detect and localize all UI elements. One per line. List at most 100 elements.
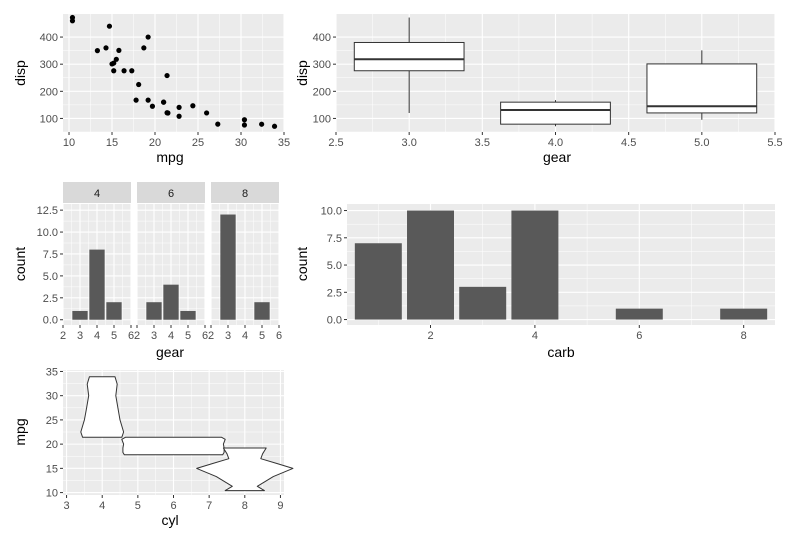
facet-x-tick-label: 6 xyxy=(202,330,208,342)
carb-bar xyxy=(459,286,507,320)
scatter-point xyxy=(109,61,115,67)
violin-x-tick-label: 9 xyxy=(277,500,283,512)
carb-x-tick-label: 8 xyxy=(741,330,747,342)
scatter-point xyxy=(190,103,196,109)
scatter-x-tick-label: 25 xyxy=(192,137,204,149)
scatter-gridlines xyxy=(63,14,285,133)
boxplot-x-tick-label: 4.5 xyxy=(621,137,636,149)
scatter-y-tick-label: 100 xyxy=(40,113,58,125)
scatter-point xyxy=(215,121,221,127)
scatter-x-tick-label: 20 xyxy=(149,137,161,149)
scatter-x-tick-label: 30 xyxy=(235,137,247,149)
carb-bar xyxy=(354,243,402,320)
carb-y-axis-label: count xyxy=(294,247,310,281)
carb-x-tick-label: 6 xyxy=(636,330,642,342)
carb-bars xyxy=(354,210,768,320)
violin-x-tick-label: 3 xyxy=(64,500,70,512)
violin-y-tick-label: 15 xyxy=(46,463,58,475)
violin-panel: 3 4 5 6 7 8 9 10 15 20 25 30 35 cyl mpg xyxy=(12,366,294,528)
facet-x-tick-label: 3 xyxy=(151,330,157,342)
scatter-y-axis-label: disp xyxy=(12,60,28,86)
facet-x-tick-label: 6 xyxy=(128,330,134,342)
violin-shape xyxy=(196,447,294,492)
carb-bar xyxy=(615,308,663,320)
facet-bar xyxy=(163,284,179,320)
carb-bar xyxy=(407,210,454,320)
scatter-point xyxy=(271,123,278,129)
violin-y-axis-label: mpg xyxy=(12,418,28,445)
scatter-point xyxy=(133,97,139,103)
violin-shape xyxy=(80,376,125,438)
facet-y-tick-label: 2.5 xyxy=(43,293,58,305)
facet-x-tick-label: 4 xyxy=(168,330,174,342)
carb-y-tick-labels: 0.0 2.5 5.0 7.5 10.0 xyxy=(321,206,347,327)
facet-bar xyxy=(72,310,88,320)
carb-x-tick-label: 2 xyxy=(427,330,433,342)
violin-y-tick-label: 10 xyxy=(46,488,58,500)
boxplot-x-tick-label: 2.5 xyxy=(328,137,343,149)
facet-x-tick-label: 5 xyxy=(111,330,117,342)
violin-y-tick-label: 30 xyxy=(46,391,58,403)
facet-strips: 4 6 8 xyxy=(63,182,279,203)
facet-bar xyxy=(146,302,162,320)
boxplot-boxes xyxy=(353,17,758,127)
carb-bar-panel: 2 4 6 8 0.0 2.5 5.0 7.5 10.0 carb count xyxy=(294,204,775,360)
boxplot-box xyxy=(646,63,758,114)
scatter-y-tick-labels: 100 200 300 400 xyxy=(40,32,63,125)
facet-x-tick-label: 2 xyxy=(208,330,214,342)
boxplot-x-tick-label: 4.0 xyxy=(548,137,563,149)
facet-bar xyxy=(106,302,122,320)
scatter-point xyxy=(161,99,167,105)
carb-x-axis-label: carb xyxy=(547,344,574,360)
scatter-point xyxy=(176,104,182,110)
violin-x-axis-label: cyl xyxy=(161,512,178,528)
scatter-x-tick-label: 10 xyxy=(63,137,75,149)
carb-y-tick-label: 7.5 xyxy=(327,233,342,245)
boxplot-x-tick-label: 3.0 xyxy=(402,137,417,149)
scatter-point xyxy=(94,48,100,54)
facet-strip-label: 4 xyxy=(94,188,100,200)
carb-y-tick-label: 2.5 xyxy=(327,287,342,299)
boxplot-x-tick-label: 5.0 xyxy=(694,137,709,149)
boxplot-y-tick-label: 400 xyxy=(313,32,331,44)
facet-strip-label: 8 xyxy=(242,188,248,200)
scatter-point xyxy=(176,113,182,119)
boxplot-y-axis-label: disp xyxy=(294,60,310,86)
violin-x-tick-label: 6 xyxy=(170,500,176,512)
violin-x-tick-label: 8 xyxy=(242,500,248,512)
violin-y-tick-label: 20 xyxy=(46,439,58,451)
facet-x-tick-label: 4 xyxy=(94,330,100,342)
violin-shapes xyxy=(80,376,294,492)
facet-x-tick-label: 3 xyxy=(225,330,231,342)
facet-strip xyxy=(211,182,279,203)
facet-y-tick-labels: 0.0 2.5 5.0 7.5 10.0 12.5 xyxy=(37,205,63,327)
facet-y-axis-label: count xyxy=(12,247,28,281)
violin-x-tick-labels: 3 4 5 6 7 8 9 xyxy=(64,495,283,512)
scatter-panel: 10 15 20 25 30 35 100 200 300 400 mpg disp xyxy=(12,14,290,165)
facet-y-tick-label: 0.0 xyxy=(43,315,58,327)
facet-y-tick-label: 7.5 xyxy=(43,249,58,261)
facet-bar xyxy=(220,214,236,320)
scatter-points xyxy=(69,14,278,129)
facet-bar xyxy=(254,302,270,320)
boxplot-x-tick-label: 3.5 xyxy=(475,137,490,149)
scatter-point xyxy=(113,56,119,62)
boxplot-x-tick-label: 5.5 xyxy=(767,137,782,149)
scatter-point xyxy=(136,81,142,88)
scatter-point xyxy=(116,47,122,53)
scatter-point xyxy=(129,68,135,74)
facet-x-tick-label: 6 xyxy=(276,330,282,342)
scatter-x-tick-label: 15 xyxy=(106,137,118,149)
scatter-y-tick-label: 200 xyxy=(40,86,58,98)
facet-y-tick-label: 12.5 xyxy=(37,205,58,217)
violin-y-tick-label: 35 xyxy=(46,366,58,378)
facet-bar xyxy=(89,249,105,320)
boxplot-x-tick-labels: 2.5 3.0 3.5 4.0 4.5 5.0 5.5 xyxy=(328,132,783,149)
scatter-point xyxy=(121,68,127,74)
boxplot-box xyxy=(500,101,611,125)
